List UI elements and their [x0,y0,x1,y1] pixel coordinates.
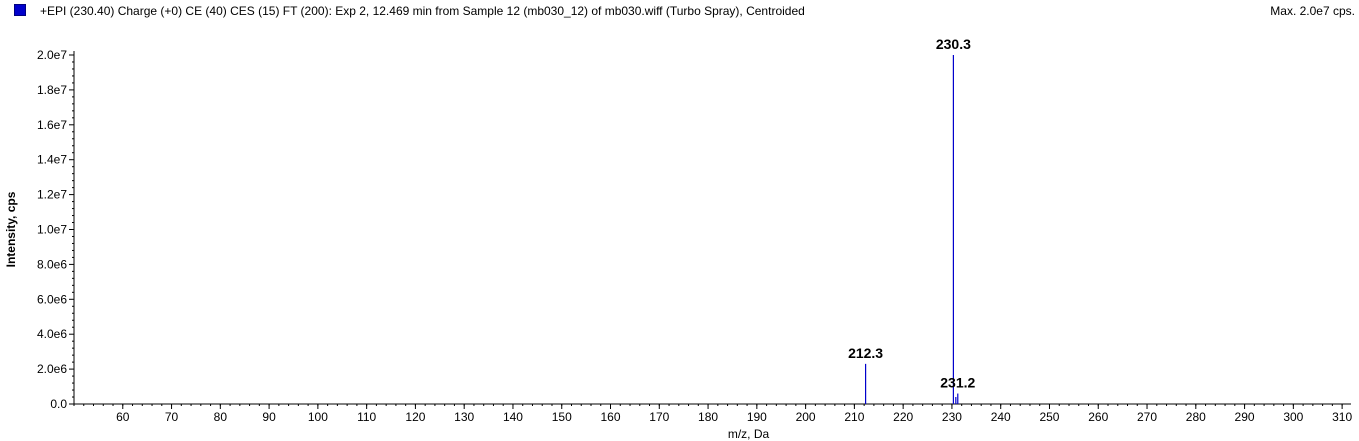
peak-label: 231.2 [940,375,975,391]
chart-header: +EPI (230.40) Charge (+0) CE (40) CES (1… [0,0,1359,22]
x-tick-label: 60 [116,410,130,424]
y-tick-label: 4.0e6 [37,327,67,341]
y-tick-label: 1.4e7 [37,153,67,167]
x-tick-label: 130 [454,410,474,424]
x-tick-label: 150 [552,410,572,424]
x-tick-label: 140 [503,410,523,424]
legend-swatch-icon [14,4,26,16]
y-tick-label: 8.0e6 [37,257,67,271]
chart-title: +EPI (230.40) Charge (+0) CE (40) CES (1… [40,4,805,18]
y-tick-label: 1.6e7 [37,118,67,132]
x-tick-label: 70 [165,410,179,424]
x-tick-label: 290 [1235,410,1255,424]
x-tick-label: 180 [698,410,718,424]
y-tick-label: 1.0e7 [37,223,67,237]
y-tick-label: 2.0e6 [37,362,67,376]
x-tick-label: 200 [796,410,816,424]
y-tick-label: 1.8e7 [37,83,67,97]
x-tick-label: 80 [214,410,228,424]
x-axis-ticks: 60 70 80 90 100 110 120 130 140 150 160 170 180 190 20… [73,404,1352,424]
y-tick-label: 2.0e7 [37,48,67,62]
x-tick-label: 280 [1186,410,1206,424]
y-axis-ticks: 0.0 2.0e6 4.0e6 6.0e6 8.0e6 1.0e7 1.2e7 1.4e7 1.… [37,48,74,411]
x-tick-label: 260 [1088,410,1108,424]
x-tick-label: 310 [1332,410,1352,424]
peak-labels: 212.3 230.3 231.2 [848,36,975,391]
y-tick-label: 1.2e7 [37,188,67,202]
x-tick-label: 120 [405,410,425,424]
x-tick-label: 270 [1137,410,1157,424]
x-tick-label: 190 [747,410,767,424]
x-tick-label: 240 [991,410,1011,424]
x-tick-label: 90 [262,410,276,424]
x-tick-label: 160 [600,410,620,424]
x-tick-label: 210 [844,410,864,424]
spectrum-peaks [865,55,959,404]
x-tick-label: 100 [308,410,328,424]
x-tick-label: 220 [893,410,913,424]
x-tick-label: 110 [357,410,376,424]
max-intensity-label: Max. 2.0e7 cps. [1270,4,1355,18]
x-tick-label: 170 [649,410,669,424]
peak-label: 230.3 [936,36,971,52]
x-tick-label: 230 [942,410,962,424]
y-tick-label: 0.0 [50,397,67,411]
x-tick-label: 300 [1283,410,1303,424]
peak-label: 212.3 [848,345,883,361]
chart-axes [73,51,1351,405]
x-tick-label: 250 [1039,410,1059,424]
y-tick-label: 6.0e6 [37,292,67,306]
y-axis-title: Intensity, cps [4,191,18,267]
x-axis-title: m/z, Da [728,427,770,441]
